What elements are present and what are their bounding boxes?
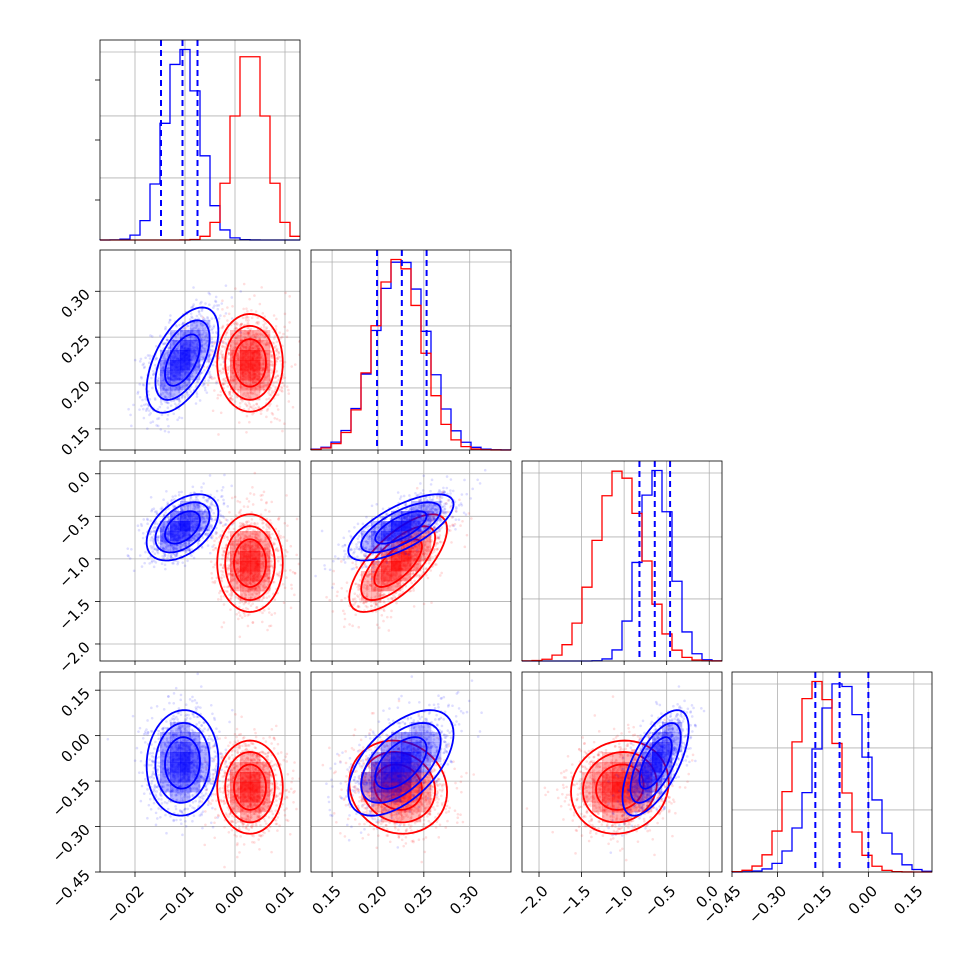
x-tick-label: −0.02 <box>103 882 148 927</box>
x-tick-label: 0.00 <box>845 882 881 918</box>
contour-line <box>164 736 201 790</box>
x-tick-label: 0.30 <box>446 882 482 918</box>
contour-line <box>347 709 455 817</box>
x-tick-label: −2.0 <box>513 882 551 920</box>
density-cells <box>230 752 271 823</box>
x-tick-label: 0.01 <box>261 882 297 918</box>
contour-line <box>570 739 670 835</box>
contour-line <box>374 736 428 790</box>
y-tick-label: 0.20 <box>57 377 93 413</box>
x-tick-label: −0.5 <box>641 882 679 920</box>
panel-2-1 <box>310 460 512 665</box>
panel-3-2: −2.0 −1.5 −1.0 −0.5 0.0 <box>513 671 723 921</box>
contour-line <box>224 525 276 601</box>
contour-line <box>360 722 442 804</box>
contour-line <box>629 722 682 804</box>
histogram-series <box>521 470 722 662</box>
contour-line <box>216 513 284 613</box>
contour-line <box>347 493 455 562</box>
contour-line <box>216 313 284 413</box>
panel-3-1: 0.15 0.20 0.25 0.30 <box>309 671 512 918</box>
y-tick-label: −0.30 <box>49 821 94 866</box>
contour-line <box>154 501 211 554</box>
y-tick-label: 0.25 <box>57 331 93 367</box>
x-tick-label: 0.15 <box>309 882 345 918</box>
panel-3-3: −0.45 −0.30 −0.15 0.00 0.15 <box>700 671 933 927</box>
y-tick-label: 0.15 <box>57 684 93 720</box>
contour-line <box>145 709 220 817</box>
y-tick-label: −1.0 <box>55 553 93 591</box>
contour-line <box>595 763 645 811</box>
y-tick-label: 0.00 <box>57 730 93 766</box>
x-tick-label: −1.5 <box>556 882 594 920</box>
y-tick-label: 0.15 <box>57 423 93 459</box>
contour-line <box>638 736 673 790</box>
panel-2-2 <box>521 460 723 665</box>
histogram-series <box>522 469 722 662</box>
panel-0-0 <box>95 39 301 244</box>
histogram-series <box>731 680 932 873</box>
x-tick-label: −1.0 <box>598 882 636 920</box>
contour-line <box>145 306 220 414</box>
x-tick-label: 0.15 <box>890 882 926 918</box>
contour-line <box>164 333 201 387</box>
contour-line <box>233 338 267 388</box>
contour-line <box>348 513 448 613</box>
y-tick-label: 0.0 <box>64 468 94 498</box>
y-tick-label: −2.0 <box>55 638 93 676</box>
panel-1-0: 0.15 0.20 0.25 0.30 <box>57 249 301 459</box>
contour-line <box>233 538 267 588</box>
contour-line <box>224 751 276 824</box>
histogram-series <box>310 258 511 451</box>
x-tick-label: −0.30 <box>745 882 790 927</box>
contour-line <box>374 510 428 545</box>
contour-line <box>360 501 442 554</box>
panel-3-0: −0.02 −0.01 0.00 0.01 −0.45−0.30−0.15 0.00 0.1… <box>49 671 301 927</box>
panel-1-1 <box>310 249 512 454</box>
contour-line <box>164 510 201 545</box>
contour-line <box>216 739 284 835</box>
contour-line <box>154 722 211 804</box>
density-cells <box>230 531 271 602</box>
contour-line <box>621 709 690 817</box>
density-cells <box>361 722 442 803</box>
y-tick-label: −0.5 <box>55 510 93 548</box>
contour-line <box>224 324 276 401</box>
density-cells <box>160 501 211 552</box>
y-tick-label: −0.45 <box>49 866 94 911</box>
y-tick-label: −0.15 <box>49 775 94 820</box>
contour-line <box>145 493 220 562</box>
contour-line <box>233 763 267 811</box>
x-tick-label: 0.00 <box>211 882 247 918</box>
x-tick-label: 0.25 <box>400 882 436 918</box>
panel-2-0: −2.0 −1.5 −1.0 −0.5 0.0 <box>55 460 301 677</box>
density-cells <box>230 330 271 401</box>
x-tick-label: −0.01 <box>153 882 198 927</box>
x-tick-label: 0.20 <box>354 882 390 918</box>
contour-line <box>154 319 211 401</box>
y-tick-label: −1.5 <box>55 596 93 634</box>
x-tick-label: −0.15 <box>790 882 835 927</box>
y-tick-label: 0.30 <box>57 285 93 321</box>
